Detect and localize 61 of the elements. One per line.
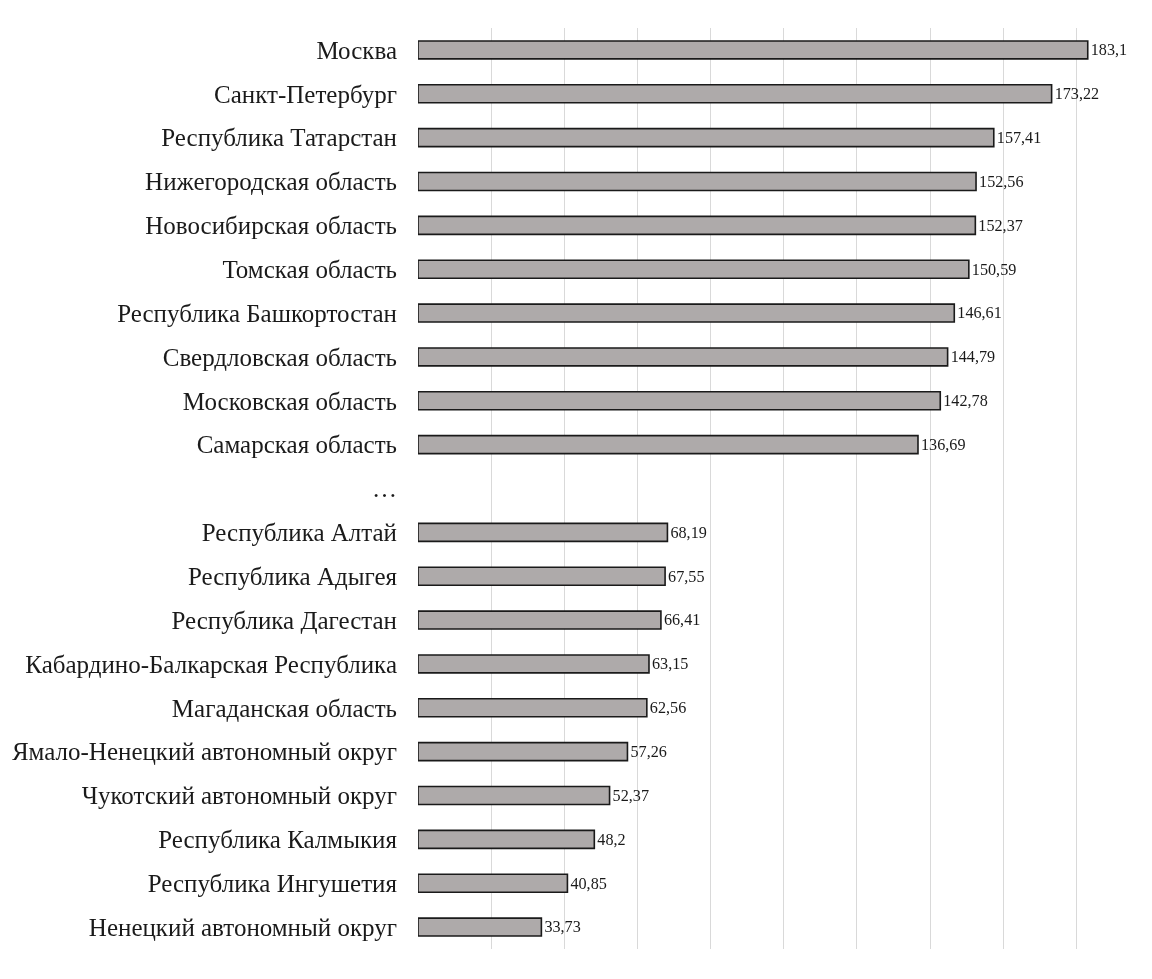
data-label: 62,56	[649, 699, 687, 717]
bar	[418, 917, 543, 937]
y-tick-label: Кабардино-Балкарская Республика	[25, 650, 397, 678]
bar	[418, 829, 596, 850]
bar	[418, 347, 949, 367]
y-tick-label: Санкт-Петербург	[214, 80, 397, 108]
y-tick-label: Республика Башкортостан	[117, 299, 397, 327]
bar	[418, 610, 662, 630]
y-tick-label: Новосибирская область	[145, 212, 397, 240]
data-label: 157,41	[996, 129, 1042, 147]
y-tick-label: Республика Татарстан	[161, 124, 397, 152]
y-tick-label: Москва	[316, 36, 397, 64]
y-tick-label: Республика Адыгея	[187, 562, 398, 590]
y-tick-label: Нижегородская область	[145, 168, 397, 196]
data-label: 57,26	[630, 743, 667, 761]
data-label: 152,56	[979, 172, 1024, 190]
data-label: 150,59	[971, 260, 1017, 279]
bar	[418, 259, 970, 280]
y-tick-label: Республика Алтай	[201, 519, 397, 547]
data-label: 136,69	[921, 436, 966, 454]
bar	[418, 391, 942, 411]
data-label: 63,15	[652, 655, 689, 673]
bar	[418, 522, 669, 543]
data-label: 152,37	[978, 216, 1023, 234]
bar	[418, 873, 569, 894]
data-label: 52,37	[612, 786, 649, 804]
y-tick-label: Республика Ингушетия	[147, 869, 398, 897]
bar	[418, 215, 977, 236]
bar	[418, 741, 629, 762]
bar	[418, 127, 995, 148]
bar	[418, 40, 1089, 60]
y-tick-label: Самарская область	[196, 431, 397, 459]
data-label: 40,85	[570, 874, 607, 893]
bar	[418, 303, 956, 323]
y-tick-label: Республика Калмыкия	[158, 826, 398, 854]
data-label: 183,1	[1090, 41, 1128, 59]
data-label: 142,78	[943, 392, 988, 410]
bar	[418, 84, 1053, 104]
bar	[418, 654, 650, 674]
y-tick-label: Ненецкий автономный округ	[88, 913, 397, 941]
bar	[418, 698, 648, 718]
data-label: 68,19	[670, 523, 707, 541]
data-label: 144,79	[950, 348, 996, 366]
y-tick-label: Чукотский автономный округ	[81, 782, 397, 810]
data-label: 66,41	[663, 611, 701, 629]
data-label: 173,22	[1054, 85, 1100, 103]
bar	[418, 566, 666, 586]
bar	[418, 785, 611, 806]
data-label: 67,55	[668, 567, 705, 585]
y-tick-label: Республика Дагестан	[171, 606, 397, 634]
bar	[418, 434, 919, 455]
y-tick-label: …	[372, 475, 397, 503]
data-label: 48,2	[597, 830, 626, 848]
data-label: 146,61	[957, 304, 1002, 322]
y-tick-label: Свердловская область	[162, 343, 397, 371]
y-tick-label: Московская область	[182, 387, 397, 415]
bar	[418, 171, 977, 192]
data-label: 33,73	[544, 918, 581, 936]
y-tick-label: Ямало-Ненецкий автономный округ	[11, 738, 397, 766]
y-tick-label: Томская область	[222, 255, 397, 283]
y-tick-label: Магаданская область	[171, 694, 397, 722]
